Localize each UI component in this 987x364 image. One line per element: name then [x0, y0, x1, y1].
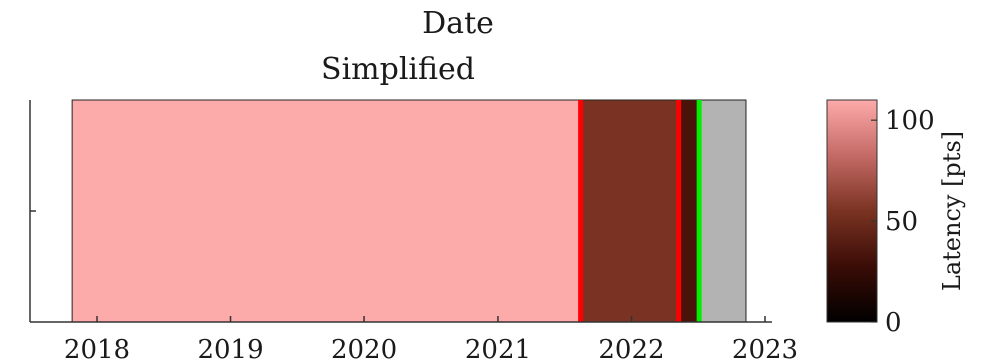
colorbar-tick-label-0: 0: [885, 308, 902, 338]
x-tick-label-2023: 2023: [732, 335, 798, 364]
top-label: Date: [422, 6, 494, 41]
segment-3: [698, 99, 747, 323]
x-axis-ticks: 2018 2019 2020 2021 2022 2023: [64, 316, 798, 364]
plot-area: [71, 99, 747, 323]
x-tick-label-2018: 2018: [64, 335, 130, 364]
x-tick-label-2020: 2020: [331, 335, 397, 364]
colorbar-ticks: 0 50 100: [871, 106, 935, 338]
colorbar-label: Latency [pts]: [938, 131, 966, 291]
segment-0: [71, 99, 582, 323]
x-tick-label-2021: 2021: [465, 335, 531, 364]
colorbar-tick-label-100: 100: [885, 106, 935, 136]
x-tick-label-2019: 2019: [197, 335, 263, 364]
segment-2: [678, 99, 700, 323]
colorbar-tick-label-50: 50: [885, 207, 918, 237]
x-tick-label-2022: 2022: [598, 335, 664, 364]
colorbar: [826, 99, 878, 323]
chart-title: Simplified: [321, 52, 475, 87]
segment-1: [580, 99, 680, 323]
